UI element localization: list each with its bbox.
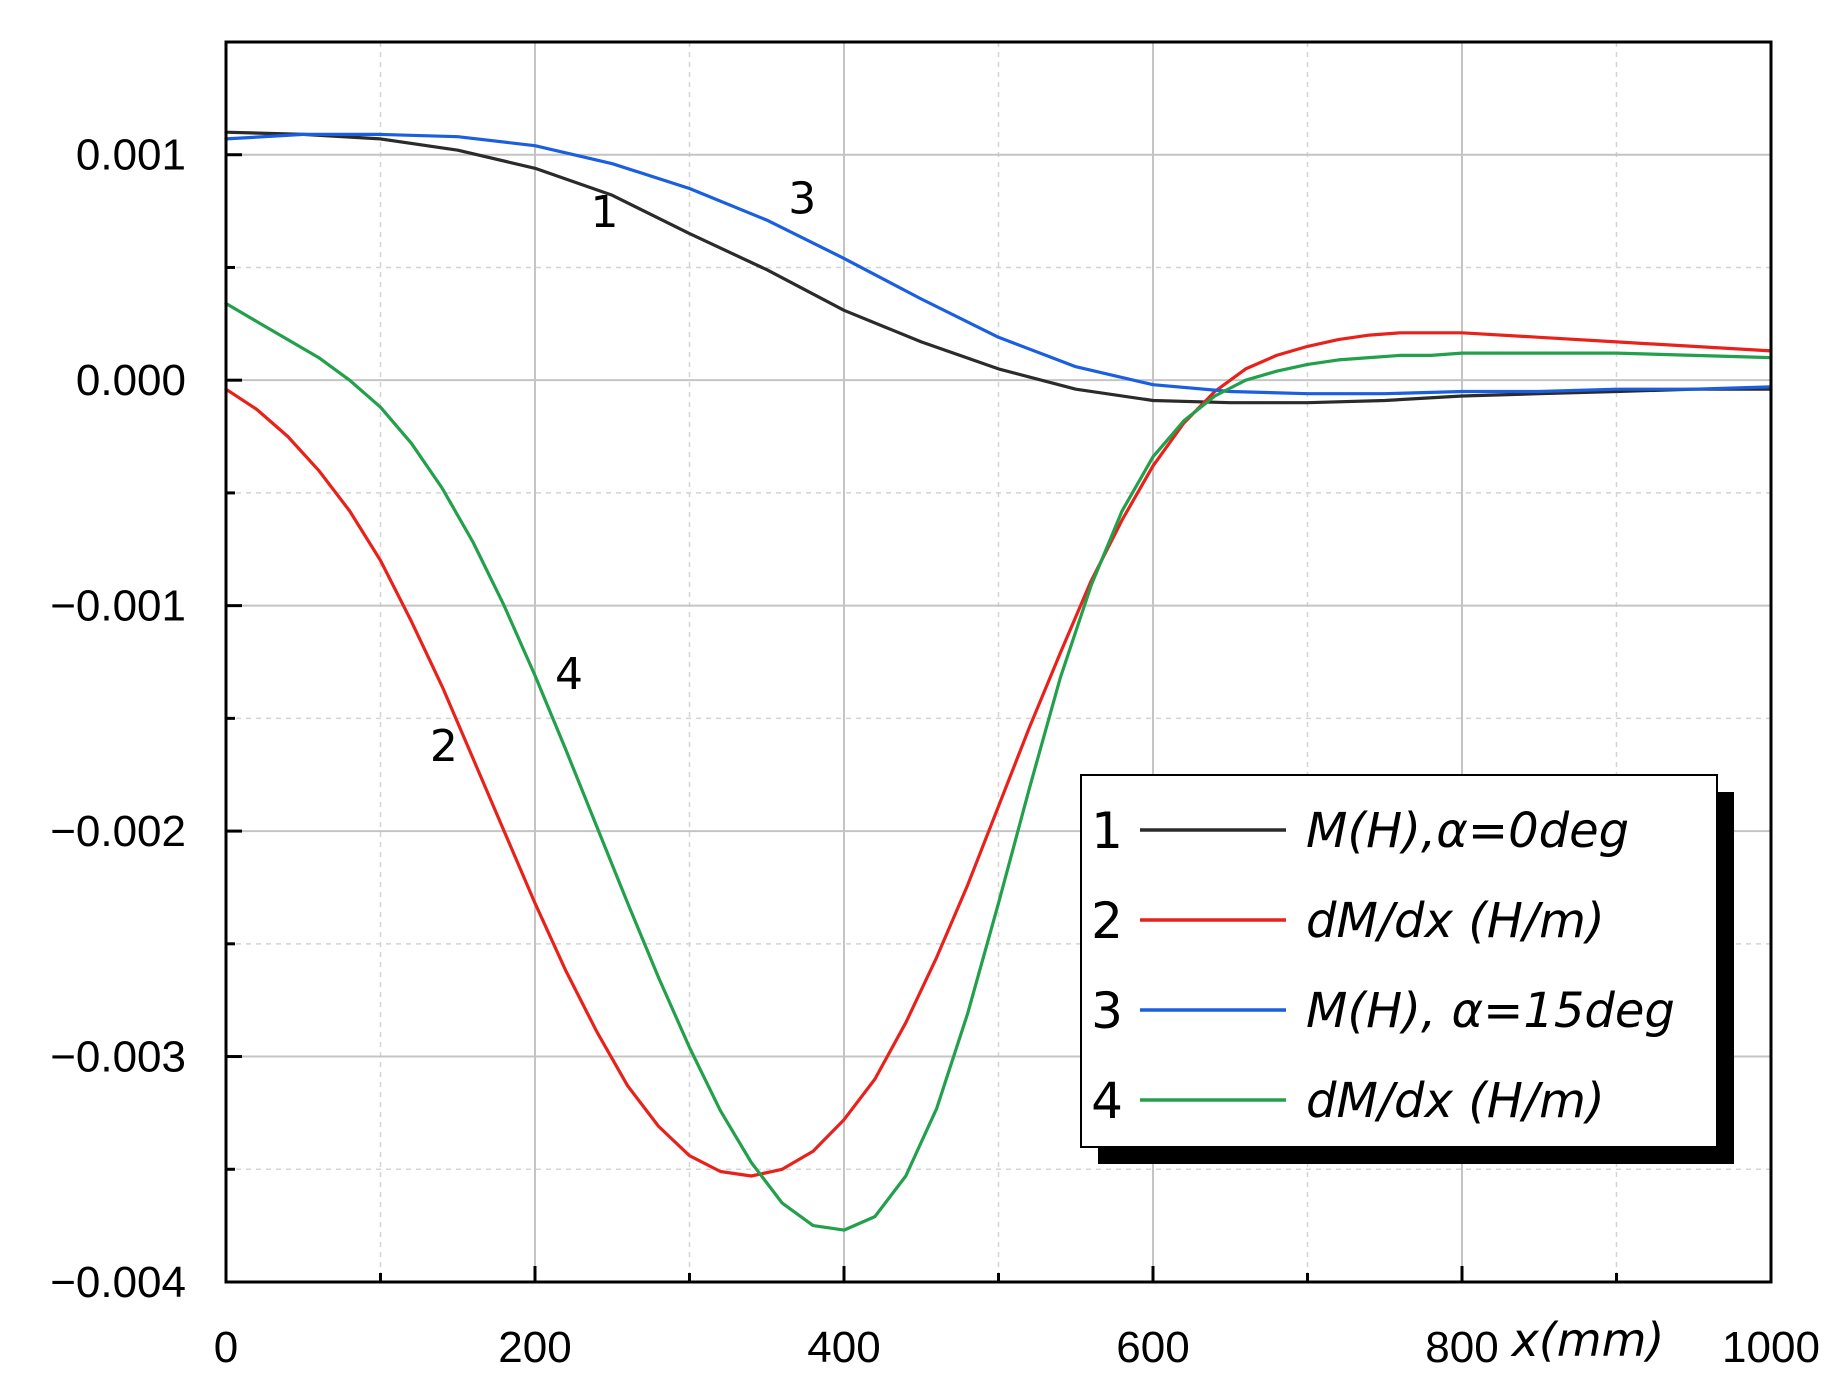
x-tick-label: 800	[1425, 1323, 1498, 1372]
legend-items: 1 M(H),α=0deg 2 dM/dx (H/m) 3 M(H), α=15deg 4 d…	[1091, 802, 1675, 1130]
legend-label: dM/dx (H/m)	[1306, 1073, 1605, 1129]
series-lines	[224, 130, 1773, 1232]
curve-label-3: 3	[788, 173, 816, 224]
legend: 1 M(H),α=0deg 2 dM/dx (H/m) 3 M(H), α=15deg 4 d…	[1080, 774, 1734, 1164]
curve-label-2: 2	[430, 721, 458, 772]
legend-number: 4	[1091, 1072, 1123, 1130]
series-line-1	[224, 130, 1773, 405]
series-line-3	[224, 132, 1773, 396]
y-tick-label: 0.000	[76, 356, 186, 405]
legend-entry-3: 3 M(H), α=15deg	[1091, 982, 1675, 1040]
y-tick-label: −0.003	[50, 1033, 186, 1082]
x-axis-label: x(mm)	[1510, 1313, 1665, 1367]
legend-box	[1080, 774, 1718, 1148]
legend-label: M(H),α=0deg	[1306, 803, 1629, 859]
legend-entry-4: 4 dM/dx (H/m)	[1091, 1072, 1605, 1130]
legend-entry-1: 1 M(H),α=0deg	[1091, 802, 1629, 860]
curve-annotations: 1 3 4 2	[430, 173, 816, 772]
series-line-2	[224, 331, 1773, 1178]
x-tick-label: 0	[214, 1323, 238, 1372]
axes: 0 200 400 600 800 1000 0.001 0.000 −0.001 −0.002 −…	[50, 40, 1820, 1372]
legend-number: 1	[1091, 802, 1123, 860]
legend-label: dM/dx (H/m)	[1306, 893, 1605, 949]
y-tick-label: −0.002	[50, 807, 186, 856]
x-tick-label: 200	[498, 1323, 571, 1372]
legend-entry-2: 2 dM/dx (H/m)	[1091, 892, 1605, 950]
legend-label: M(H), α=15deg	[1306, 983, 1675, 1039]
series-line-4	[224, 301, 1773, 1232]
y-tick-label: −0.004	[50, 1258, 186, 1307]
x-tick-label: 600	[1116, 1323, 1189, 1372]
legend-number: 2	[1091, 892, 1123, 950]
y-tick-label: −0.001	[50, 582, 186, 631]
curve-label-4: 4	[555, 649, 583, 700]
x-tick-label: 1000	[1722, 1323, 1820, 1372]
legend-number: 3	[1091, 982, 1123, 1040]
curve-label-1: 1	[591, 187, 619, 238]
y-tick-label: 0.001	[76, 131, 186, 180]
x-tick-label: 400	[807, 1323, 880, 1372]
